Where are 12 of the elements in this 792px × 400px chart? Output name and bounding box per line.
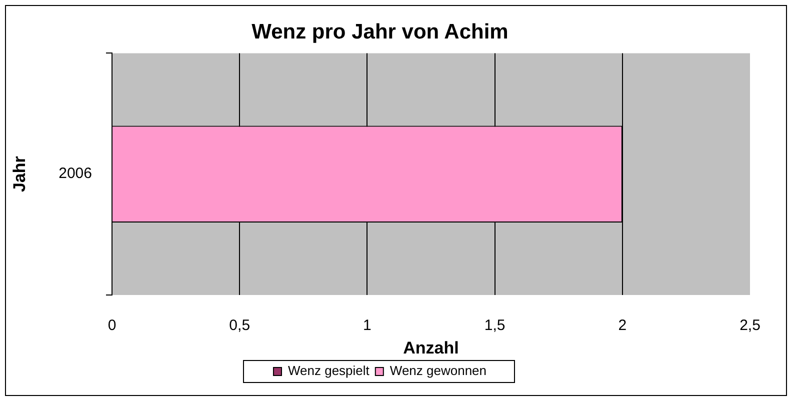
legend-label: Wenz gespielt: [288, 363, 370, 378]
legend-label: Wenz gewonnen: [390, 363, 487, 378]
x-tick-label: 0: [108, 317, 116, 334]
chart-title: Wenz pro Jahr von Achim: [252, 20, 508, 44]
x-axis-title: Anzahl: [403, 338, 459, 358]
x-tick-label: 1: [363, 317, 372, 334]
x-tick-label: 0,5: [229, 317, 250, 334]
x-tick-label: 1,5: [484, 317, 506, 334]
y-tick-label: 2006: [58, 165, 92, 182]
x-tick-label: 2,5: [740, 317, 760, 334]
y-axis-title: Jahr: [10, 156, 29, 192]
x-tick-label: 2: [618, 317, 627, 334]
